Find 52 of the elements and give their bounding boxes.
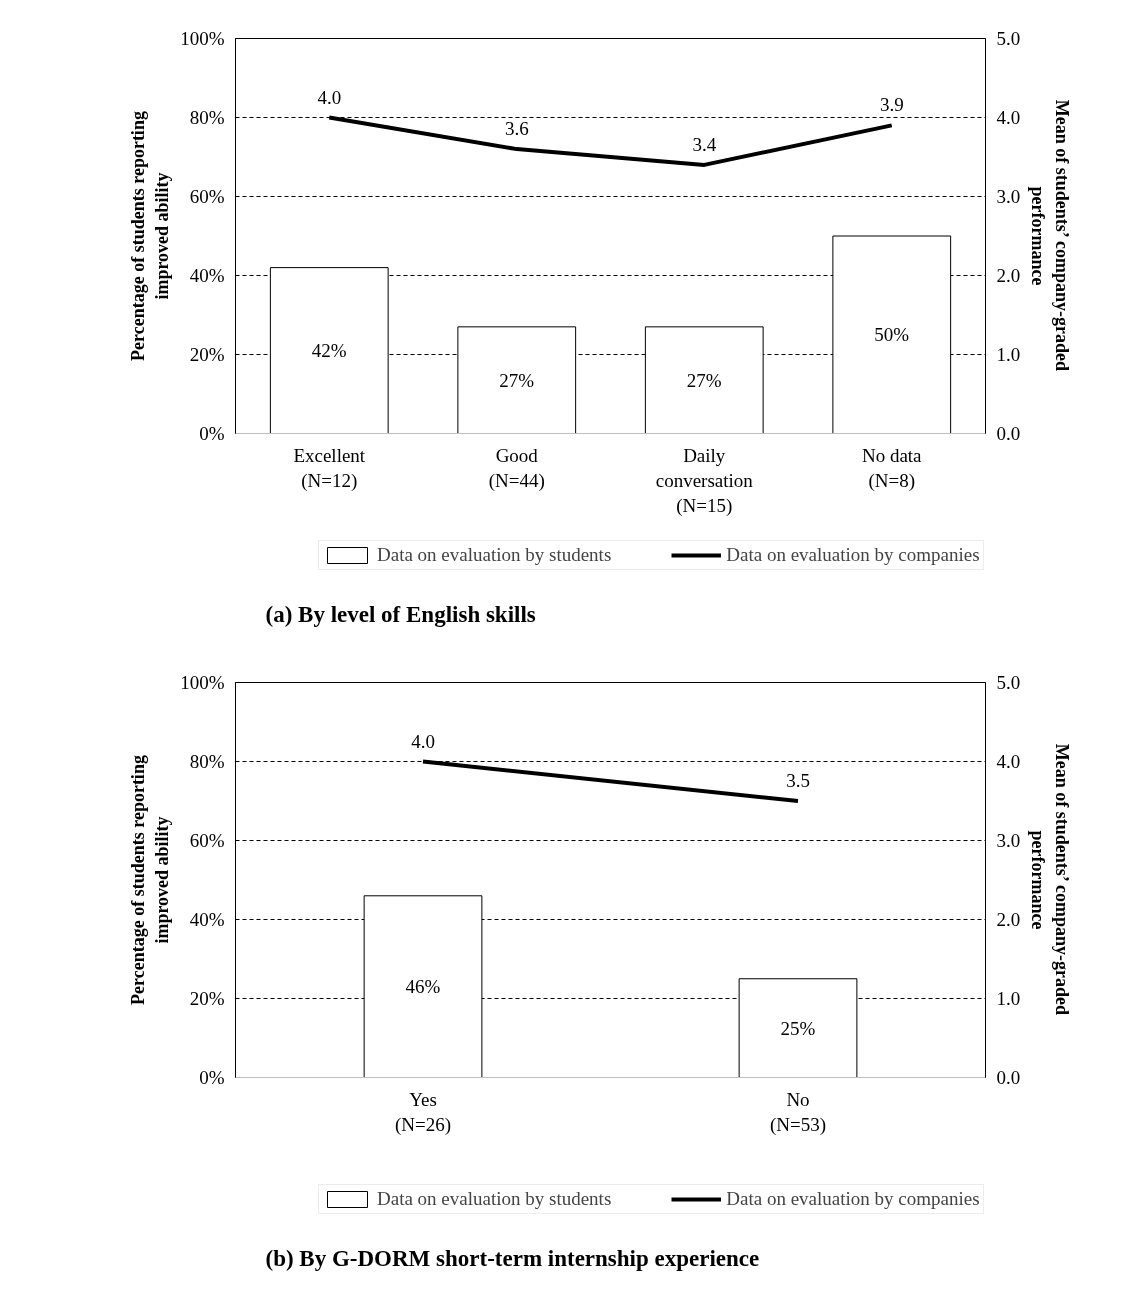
data-label: 3.5 xyxy=(786,770,810,791)
y2-tick-label: 0.0 xyxy=(996,423,1021,444)
y-tick-label: 60% xyxy=(189,830,225,851)
data-label: 25% xyxy=(780,1017,816,1039)
data-label: 3.4 xyxy=(692,133,717,155)
y2-tick-label: 5.0 xyxy=(996,28,1021,49)
x-tick-label: Yes (N=26) xyxy=(394,1088,452,1136)
y2-tick-label: 2.0 xyxy=(996,265,1021,286)
legend-label: Data on evaluation by students xyxy=(377,1188,612,1210)
data-label: 4.0 xyxy=(317,86,342,108)
y2-tick-label: 3.0 xyxy=(996,186,1021,207)
y2-tick-label: 2.0 xyxy=(996,909,1021,930)
legend-label: Data on evaluation by companies xyxy=(726,544,980,566)
data-label: 4.0 xyxy=(411,730,435,752)
y2-tick-label: 0.0 xyxy=(996,1067,1021,1088)
y2-tick-label: 3.0 xyxy=(996,830,1021,851)
x-tick-label: Excellent (N=12) xyxy=(293,444,366,492)
y-tick-label: 80% xyxy=(189,751,225,772)
data-label: 3.6 xyxy=(504,118,529,140)
x-tick-label: No data (N=8) xyxy=(861,444,923,492)
y-tick-label: 40% xyxy=(189,265,225,286)
y-tick-label: 80% xyxy=(189,107,225,128)
data-label: 3.9 xyxy=(879,94,904,116)
y-tick-label: 60% xyxy=(189,186,225,207)
y-tick-label: 100% xyxy=(180,28,225,49)
text: (a) By level of English skills xyxy=(265,601,536,627)
y-tick-label: 20% xyxy=(189,344,225,365)
y2-axis-title: Mean of students’ company-graded performance xyxy=(1028,99,1073,371)
y-tick-label: 40% xyxy=(189,909,225,930)
data-label: 27% xyxy=(686,369,722,391)
y2-axis-title: Mean of students’ company-graded performance xyxy=(1028,743,1073,1015)
y2-tick-label: 4.0 xyxy=(996,107,1021,128)
legend-label: Data on evaluation by companies xyxy=(726,1188,980,1210)
y2-tick-label: 1.0 xyxy=(996,988,1021,1009)
y-tick-label: 0% xyxy=(199,1067,225,1088)
x-tick-label: Daily conversation (N=15) xyxy=(655,444,754,517)
data-label: 50% xyxy=(874,324,910,346)
y-tick-label: 0% xyxy=(199,423,225,444)
y-tick-label: 20% xyxy=(189,988,225,1009)
y-tick-label: 100% xyxy=(180,672,225,693)
y2-tick-label: 5.0 xyxy=(996,672,1021,693)
x-tick-label: Good (N=44) xyxy=(488,444,545,492)
y2-tick-label: 1.0 xyxy=(996,344,1021,365)
x-tick-label: No (N=53) xyxy=(769,1088,827,1136)
data-label: 46% xyxy=(405,976,441,998)
text: (b) By G-DORM short-term internship experience xyxy=(265,1245,760,1271)
y-axis-title: Percentage of students reporting improved ability xyxy=(128,111,173,361)
y-axis-title: Percentage of students reporting improved ability xyxy=(128,755,173,1005)
data-label: 27% xyxy=(499,369,535,391)
data-label: 42% xyxy=(311,340,347,362)
legend-label: Data on evaluation by students xyxy=(377,544,612,566)
y2-tick-label: 4.0 xyxy=(996,751,1021,772)
